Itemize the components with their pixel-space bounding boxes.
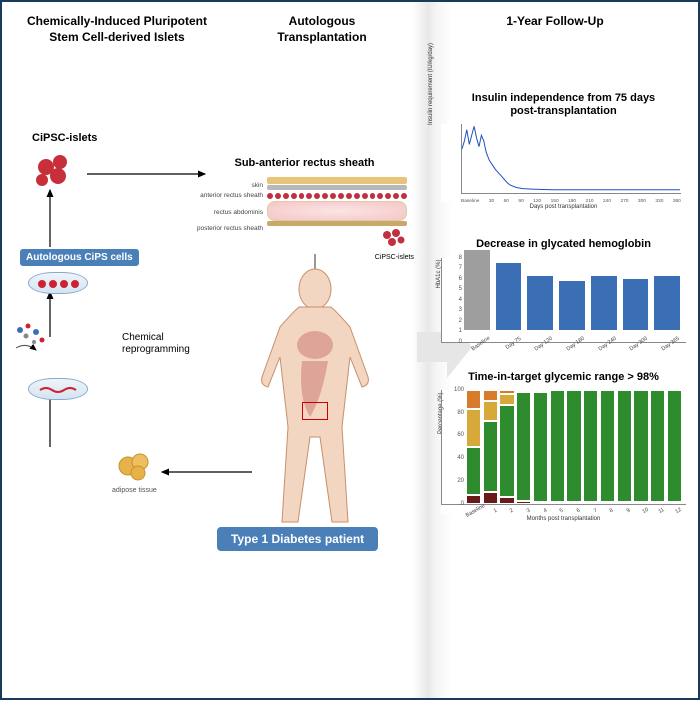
posterior-sheath-layer (267, 221, 407, 226)
insulin-line-chart: Insulin requirement (IU/kg/day) Baseline… (441, 124, 686, 202)
hba1c-chart-block: Decrease in glycated hemoglobin HbA1c (%… (441, 238, 686, 342)
header-row: Chemically-Induced Pluripotent Stem Cell… (2, 14, 698, 45)
sheath-diagram: skin anterior rectus sheath rectus abdom… (197, 175, 412, 255)
tir-column (600, 390, 615, 504)
tir-column (516, 390, 531, 504)
header-1-line1: Chemically-Induced Pluripotent (2, 14, 232, 30)
adipose-label: adipose tissue (112, 487, 157, 494)
cipsc-islets-label: CiPSC-islets (32, 132, 192, 144)
islet-cells-icon (28, 152, 88, 192)
tir-chart-block: Time-in-target glycemic range > 98% Perc… (441, 371, 686, 522)
sheath-title: Sub-anterior rectus sheath (197, 157, 412, 169)
skin-layer (267, 177, 407, 184)
cipsc-mini-cluster: CiPSC-islets (375, 227, 414, 261)
insulin-chart-block: Insulin independence from 75 days post-t… (441, 92, 686, 210)
sheath-layer-labels: skin anterior rectus sheath rectus abdom… (191, 181, 263, 235)
header-2-line2: Transplantation (232, 30, 412, 46)
adipose-tissue-icon: adipose tissue (112, 452, 157, 494)
workflow-panel: CiPSC-islets Autologous CiPS cells Chemi… (12, 132, 192, 400)
hba1c-bar: Day 300 (623, 279, 649, 342)
hba1c-bar: Day 240 (591, 276, 617, 341)
tir-column (499, 390, 514, 504)
tir-column (650, 390, 665, 504)
header-1-line2: Stem Cell-derived Islets (2, 30, 232, 46)
tir-column (617, 390, 632, 504)
hba1c-bar: Day 180 (559, 281, 585, 342)
tir-column (583, 390, 598, 504)
cips-dish-icon (28, 272, 88, 294)
hba1c-bar-chart: HbA1c (%) 012345678 BaselineDay 75Day 12… (441, 258, 686, 343)
hba1c-bar: Day 120 (527, 276, 553, 341)
hba1c-bar: Baseline (464, 250, 490, 342)
header-3: 1-Year Follow-Up (412, 14, 698, 30)
insulin-chart-title: Insulin independence from 75 days post-t… (441, 92, 686, 118)
implanted-cells-row (267, 191, 407, 201)
tir-column (633, 390, 648, 504)
tir-column (667, 390, 682, 504)
header-2-line1: Autologous (232, 14, 412, 30)
fibroblast-dish-icon (28, 378, 88, 400)
tir-chart-title: Time-in-target glycemic range > 98% (441, 371, 686, 384)
hba1c-bar: Day 75 (496, 263, 522, 342)
reprogramming-label: Chemical reprogramming (122, 332, 190, 356)
tir-x-label: Months post transplantation (441, 516, 686, 522)
tir-column (566, 390, 581, 504)
header-col-3: 1-Year Follow-Up (412, 14, 698, 45)
anterior-sheath-layer (267, 185, 407, 190)
tir-stacked-chart: Percentage (%) 020406080100 Baseline1234… (441, 390, 686, 514)
header-col-1: Chemically-Induced Pluripotent Stem Cell… (2, 14, 232, 45)
hba1c-bar: Day 365 (654, 276, 680, 341)
tir-column (550, 390, 565, 504)
sheath-layers (267, 177, 407, 227)
insulin-x-label: Days post transplantation (441, 204, 686, 210)
tir-column (466, 390, 481, 504)
autologous-cips-label: Autologous CiPS cells (20, 249, 139, 266)
rectus-muscle (267, 201, 407, 221)
header-col-2: Autologous Transplantation (232, 14, 412, 45)
patient-body-figure (250, 267, 380, 527)
insulin-y-label: Insulin requirement (IU/kg/day) (428, 43, 434, 125)
molecules-icon (12, 320, 52, 354)
followup-panel: Insulin independence from 75 days post-t… (441, 92, 686, 522)
patient-badge: Type 1 Diabetes patient (217, 527, 378, 551)
transplant-site-box (302, 402, 328, 420)
tir-column (533, 390, 548, 504)
sheath-panel: Sub-anterior rectus sheath skin anterior… (197, 157, 412, 255)
tir-column (483, 390, 498, 504)
